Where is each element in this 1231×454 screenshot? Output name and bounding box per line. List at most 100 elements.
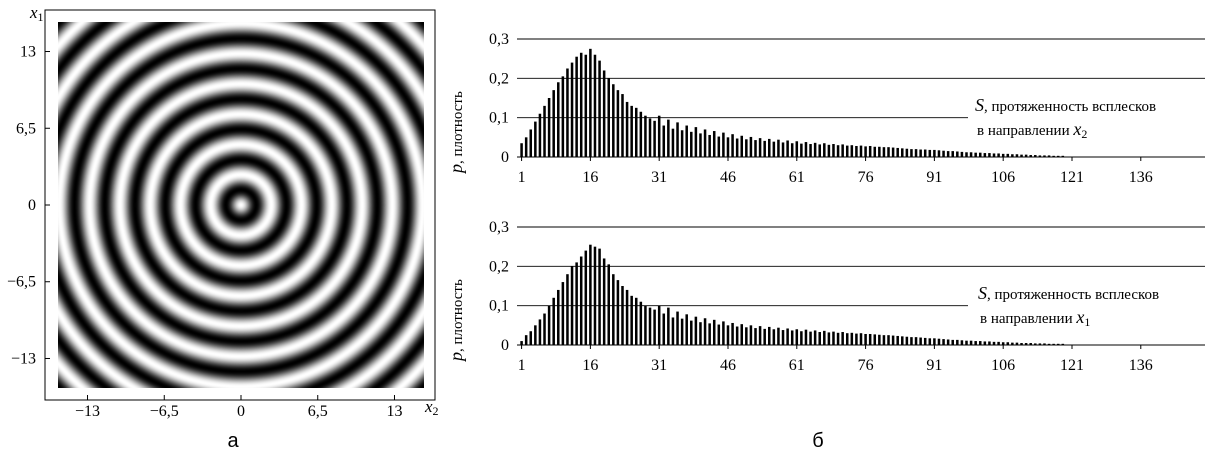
top-hist-bar: [616, 90, 620, 157]
bottom-hist-bar: [946, 339, 950, 345]
top-hist-bar: [978, 152, 982, 157]
top-hist-bar: [570, 62, 574, 157]
top-hist-bar: [653, 120, 656, 157]
top-hist-bar: [758, 138, 762, 157]
top-hist-bar: [795, 141, 799, 157]
top-hist-bar: [1001, 153, 1005, 157]
ring-x-axis-label: x2: [424, 397, 439, 418]
top-hist-bar: [662, 125, 666, 157]
ring-x-tick-label: −6,5: [150, 403, 179, 420]
top-hist-bar: [933, 149, 936, 157]
bottom-hist-bar: [685, 314, 688, 345]
bottom-hist-bar: [566, 274, 569, 345]
top-hist-bar: [735, 138, 739, 157]
bottom-hist-bar: [901, 336, 904, 345]
bottom-hist-bar: [891, 335, 895, 345]
bottom-hist-bar: [1024, 343, 1028, 345]
top-hist-bar: [946, 151, 950, 157]
bottom-hist-bar: [832, 331, 835, 345]
bottom-hist-x-tick-label: 31: [651, 357, 667, 374]
top-hist-bar: [703, 129, 707, 157]
top-hist-x-tick-label: 1: [518, 169, 526, 186]
top-hist-bar: [1015, 154, 1019, 157]
bottom-hist-bar: [818, 332, 821, 345]
bottom-hist-x-tick-label: 121: [1060, 357, 1084, 374]
top-hist-bar: [1020, 154, 1023, 157]
bottom-hist-bar: [887, 335, 890, 345]
top-hist-bar: [832, 144, 835, 157]
bottom-hist-bar: [933, 338, 936, 345]
bottom-hist-bar: [557, 289, 560, 345]
top-hist-bar: [910, 149, 913, 157]
bottom-hist-bar: [905, 336, 909, 345]
bottom-hist-bar: [827, 332, 831, 345]
top-hist-x-tick-label: 31: [651, 169, 667, 186]
bottom-hist-bar: [951, 339, 954, 345]
bottom-hist-bar: [997, 341, 1000, 345]
top-hist-bar: [561, 76, 565, 157]
top-hist-bar: [579, 52, 583, 158]
top-hist-bar: [557, 82, 560, 157]
bottom-hist-bar: [859, 333, 863, 345]
bottom-hist-bar: [735, 326, 739, 345]
ring-panel: −13 −6,5 0 6,5 13 13 6,5 0 −6,5 −13 x1 x2: [7, 3, 439, 420]
bottom-hist-bar: [790, 330, 794, 345]
top-hist-bar: [772, 141, 776, 157]
top-hist-y-tick-label: 0,1: [489, 110, 509, 127]
top-hist-x-axis-label-line2: в направлении x2: [977, 119, 1087, 141]
bottom-hist-bar: [593, 246, 597, 345]
bottom-hist-bar: [823, 330, 826, 345]
ring-y-tick-label: −13: [11, 350, 36, 367]
top-hist-bar: [690, 131, 693, 157]
top-hist-bar: [919, 149, 922, 157]
top-hist-bar: [850, 145, 854, 157]
top-hist-bar: [855, 145, 858, 157]
top-hist-bar: [1024, 154, 1028, 157]
top-hist-bar: [928, 149, 932, 157]
top-hist-bar: [827, 144, 831, 157]
top-hist-x-axis-label: S, протяженность всплесков: [975, 95, 1156, 115]
bottom-hist-bar: [1001, 342, 1005, 345]
top-hist-bar: [864, 146, 867, 157]
top-hist-bar: [584, 54, 588, 157]
top-hist-x-tick-label: 16: [582, 169, 598, 186]
caption-a: а: [227, 430, 239, 452]
bottom-hist-bar: [864, 333, 867, 345]
bottom-hist-bar: [740, 324, 744, 345]
bottom-hist-bar: [680, 318, 684, 345]
bottom-hist-y-tick-label: 0: [501, 337, 509, 354]
top-hist-bar: [589, 48, 592, 158]
bottom-hist-bar: [804, 329, 808, 345]
top-hist-x-tick-label: 76: [858, 169, 874, 186]
top-hist-bar: [630, 105, 633, 157]
bottom-hist-bar: [630, 295, 633, 345]
bottom-hist-bar: [956, 339, 959, 345]
top-hist-bar: [543, 105, 546, 157]
top-hist-bar: [1052, 155, 1055, 157]
top-hist-bar: [1038, 155, 1042, 157]
bottom-hist-bar: [983, 341, 987, 345]
bottom-hist-bar: [653, 309, 656, 345]
top-hist-x-tick-label: 61: [789, 169, 805, 186]
bottom-hist-bar: [561, 282, 565, 345]
top-hist-bar: [800, 143, 803, 157]
ring-y-tick-label: 0: [28, 197, 36, 214]
top-hist-bar: [956, 151, 959, 157]
bottom-hist-bar: [1056, 343, 1060, 345]
bottom-hist-bar: [813, 330, 817, 345]
bottom-hist-bar: [1011, 342, 1014, 345]
top-hist-bar: [717, 136, 721, 157]
bottom-hist-bar: [965, 340, 968, 345]
top-hist-y-tick-label: 0: [501, 149, 509, 166]
bottom-hist-bar: [836, 332, 840, 345]
top-hist-bar: [745, 139, 748, 157]
bottom-hist-bar: [662, 313, 666, 345]
bottom-hist-x-tick-label: 76: [858, 357, 874, 374]
bottom-hist-bar: [726, 325, 730, 345]
bottom-hist-bar: [1061, 343, 1065, 345]
top-hist-bar: [882, 147, 886, 157]
bottom-hist-bar: [621, 286, 624, 345]
ring-pattern-image: [58, 22, 424, 388]
bottom-hist-bar: [1029, 343, 1032, 345]
bottom-hist-bar: [579, 256, 583, 345]
